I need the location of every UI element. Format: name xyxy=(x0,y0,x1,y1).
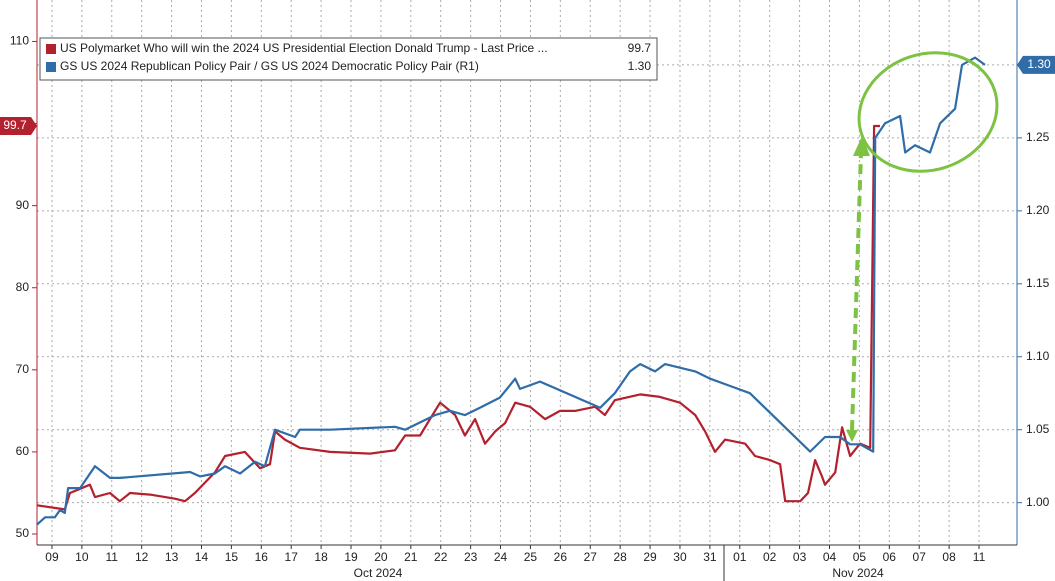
x-group-label: Nov 2024 xyxy=(832,566,884,580)
legend-value: 1.30 xyxy=(628,59,652,73)
series-line xyxy=(36,124,880,511)
x-tick-label: 21 xyxy=(404,550,418,564)
x-tick-label: 12 xyxy=(135,550,149,564)
legend-value: 99.7 xyxy=(628,41,652,55)
x-tick-label: 24 xyxy=(494,550,508,564)
x-tick-label: 06 xyxy=(883,550,897,564)
y2-tick-label: 1.10 xyxy=(1026,349,1050,363)
y-tick-label: 80 xyxy=(16,280,30,294)
y-tick-label: 110 xyxy=(10,34,29,48)
last-value-tag xyxy=(0,117,37,136)
x-tick-label: 31 xyxy=(703,550,717,564)
x-tick-label: 23 xyxy=(464,550,478,564)
x-tick-label: 30 xyxy=(673,550,687,564)
x-tick-label: 26 xyxy=(554,550,568,564)
last-value-label: 1.30 xyxy=(1027,57,1051,71)
x-tick-label: 01 xyxy=(733,550,747,564)
y-tick-label: 60 xyxy=(16,444,30,458)
legend-swatch xyxy=(46,62,56,72)
x-tick-label: 11 xyxy=(973,550,986,564)
y2-tick-label: 1.00 xyxy=(1026,495,1050,509)
x-group-label: Oct 2024 xyxy=(354,566,403,580)
x-tick-label: 29 xyxy=(643,550,657,564)
x-tick-label: 02 xyxy=(763,550,777,564)
x-tick-label: 03 xyxy=(793,550,807,564)
y2-tick-label: 1.25 xyxy=(1026,130,1050,144)
y-tick-label: 50 xyxy=(16,526,30,540)
x-tick-label: 11 xyxy=(106,550,119,564)
legend-swatch xyxy=(46,44,56,54)
series-line xyxy=(36,56,986,526)
x-tick-label: 08 xyxy=(942,550,956,564)
last-value-label: 99.7 xyxy=(3,118,27,132)
x-tick-label: 04 xyxy=(823,550,837,564)
legend-box xyxy=(39,37,658,81)
y-tick-label: 70 xyxy=(16,362,30,376)
x-tick-label: 19 xyxy=(344,550,358,564)
legend-label: US Polymarket Who will win the 2024 US P… xyxy=(60,41,548,55)
legend: US Polymarket Who will win the 2024 US P… xyxy=(39,37,658,81)
x-tick-label: 18 xyxy=(314,550,328,564)
x-tick-label: 17 xyxy=(285,550,299,564)
y2-tick-label: 1.20 xyxy=(1026,203,1050,217)
last-value-tag xyxy=(1017,55,1055,74)
x-tick-label: 10 xyxy=(75,550,89,564)
x-tick-label: 14 xyxy=(195,550,209,564)
x-tick-label: 05 xyxy=(853,550,867,564)
x-tick-label: 28 xyxy=(613,550,627,564)
x-tick-label: 15 xyxy=(225,550,239,564)
x-tick-label: 16 xyxy=(255,550,269,564)
lines xyxy=(36,56,986,526)
arrow-tail xyxy=(846,430,858,442)
x-tick-label: 09 xyxy=(45,550,59,564)
x-tick-label: 22 xyxy=(434,550,448,564)
x-tick-label: 27 xyxy=(584,550,598,564)
arrow-head xyxy=(853,136,870,156)
arrow-shaft xyxy=(850,151,863,431)
x-tick-label: 13 xyxy=(165,550,179,564)
legend-label: GS US 2024 Republican Policy Pair / GS U… xyxy=(60,59,479,73)
x-tick-label: 25 xyxy=(524,550,538,564)
x-tick-label: 07 xyxy=(913,550,927,564)
y2-tick-label: 1.05 xyxy=(1026,422,1050,436)
y2-tick-label: 1.15 xyxy=(1026,276,1050,290)
y-tick-label: 90 xyxy=(16,198,30,212)
x-tick-label: 20 xyxy=(374,550,388,564)
highlight-ellipse xyxy=(857,51,999,173)
